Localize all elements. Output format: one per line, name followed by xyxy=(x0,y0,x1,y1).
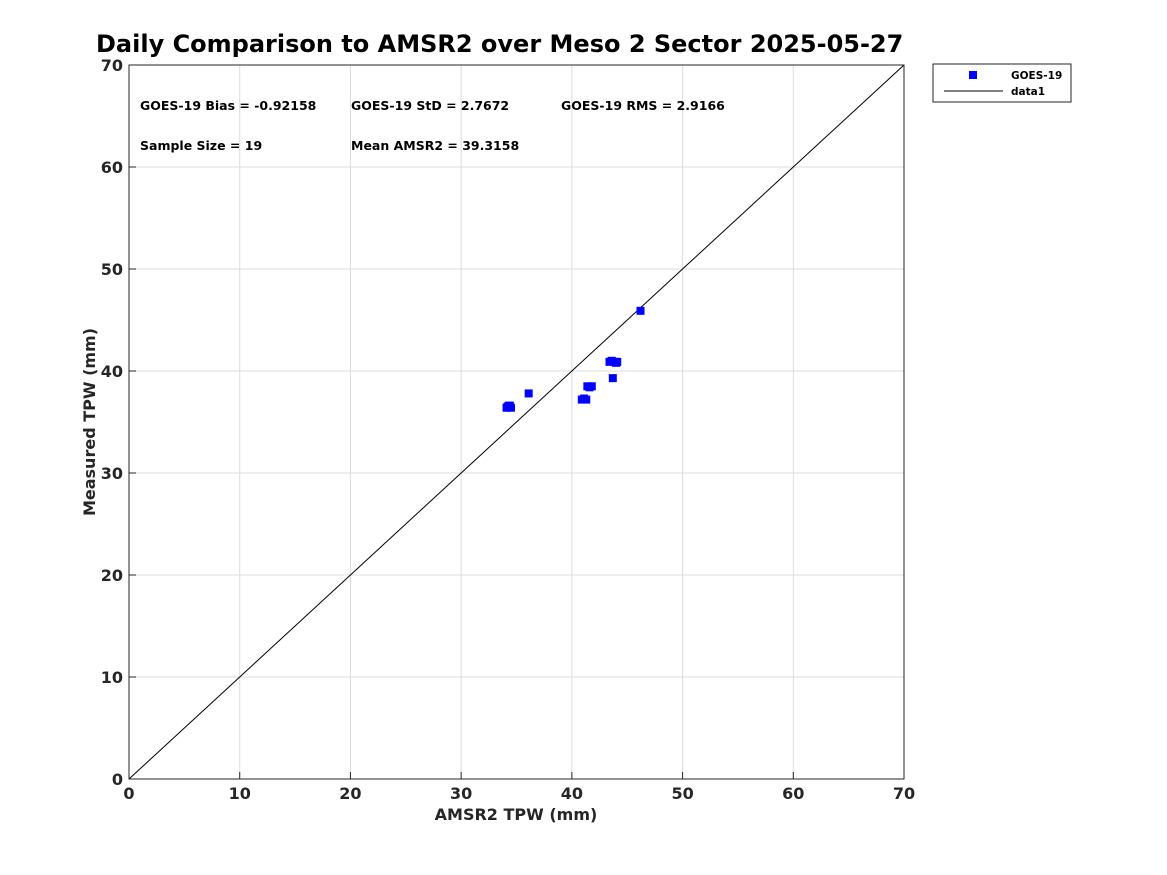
goes19-point xyxy=(524,389,533,398)
y-tick-label: 60 xyxy=(101,158,123,177)
reference-line-data1 xyxy=(128,64,905,780)
y-tick-label: 0 xyxy=(112,770,123,789)
legend-marker-goes19 xyxy=(969,71,977,79)
chart-title: Daily Comparison to AMSR2 over Meso 2 Se… xyxy=(96,30,903,58)
y-tick-label: 30 xyxy=(101,464,123,483)
legend-box xyxy=(932,63,1072,103)
data-points xyxy=(502,306,645,412)
legend-label-data1: data1 xyxy=(1011,86,1045,98)
goes19-point xyxy=(580,394,589,403)
goes19-point xyxy=(585,383,594,392)
goes19-point xyxy=(612,358,621,367)
legend-label-goes19: GOES-19 xyxy=(1011,70,1062,82)
x-tick-label: 60 xyxy=(782,784,804,803)
y-tick-label: 40 xyxy=(101,362,123,381)
grid xyxy=(129,65,904,779)
y-tick-label: 10 xyxy=(101,668,123,687)
goes19-point xyxy=(608,374,617,383)
std-annotation: GOES-19 StD = 2.7672 xyxy=(351,98,509,113)
bias-annotation: GOES-19 Bias = -0.92158 xyxy=(140,98,316,113)
plot-area-border xyxy=(128,64,905,780)
x-tick-label: 40 xyxy=(561,784,583,803)
x-tick-label: 70 xyxy=(893,784,915,803)
x-axis-label: AMSR2 TPW (mm) xyxy=(435,805,598,824)
x-tick-label: 20 xyxy=(339,784,361,803)
mean-amsr2-annotation: Mean AMSR2 = 39.3158 xyxy=(351,138,519,153)
x-tick-label: 50 xyxy=(671,784,693,803)
y-tick-label: 20 xyxy=(101,566,123,585)
y-tick-label: 70 xyxy=(101,56,123,75)
goes19-point xyxy=(505,401,514,410)
goes19-point xyxy=(636,306,645,315)
rms-annotation: GOES-19 RMS = 2.9166 xyxy=(561,98,725,113)
y-axis-label: Measured TPW (mm) xyxy=(80,328,99,516)
sample-size-annotation: Sample Size = 19 xyxy=(140,138,262,153)
y-tick-label: 50 xyxy=(101,260,123,279)
x-tick-label: 10 xyxy=(229,784,251,803)
x-tick-label: 0 xyxy=(123,784,134,803)
legend: GOES-19 data1 xyxy=(932,63,1072,103)
reference-line-layer xyxy=(128,64,905,780)
goes19-point xyxy=(607,356,616,365)
axis-ticks: 0 10 20 30 40 50 60 70 0 10 20 30 40 50 60 70 xyxy=(101,56,915,803)
x-tick-label: 30 xyxy=(450,784,472,803)
